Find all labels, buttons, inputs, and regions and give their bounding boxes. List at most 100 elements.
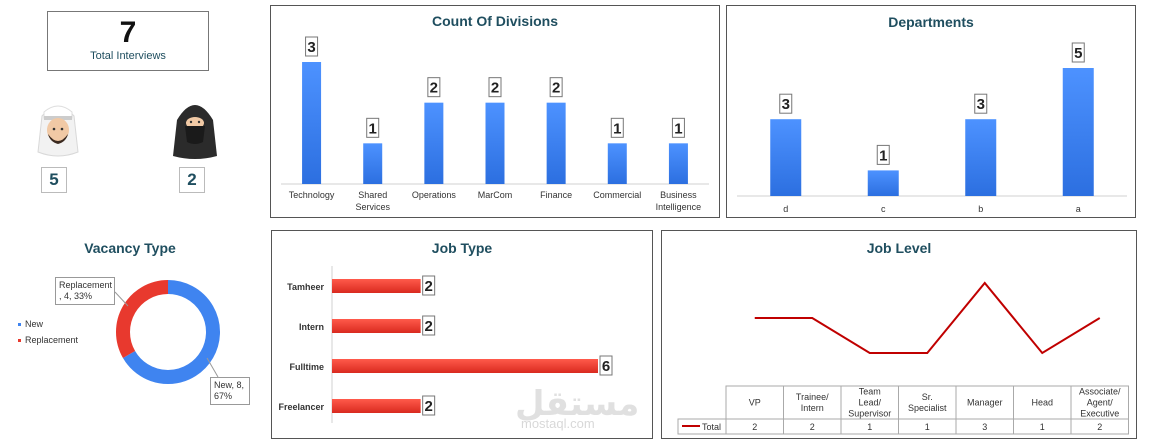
woman-avatar-icon [173,105,217,159]
bar [332,359,598,373]
tick-label-line: Shared [358,190,387,200]
data-label: 3 [977,96,985,113]
column-header: Team [859,387,881,397]
legend-label-replacement: Replacement [25,335,79,345]
table-cell: 1 [867,422,872,432]
watermark-url: mostaql.com [521,416,595,431]
data-label-box [366,117,380,138]
kpi-total-interviews: 7 Total Interviews [47,11,209,71]
column-header: Supervisor [848,409,891,419]
tick-label: b [978,204,983,214]
data-label-box [488,77,502,98]
legend-swatch-replacement [18,339,21,343]
table-cell: 1 [925,422,930,432]
data-label-box [422,315,436,336]
data-label: 1 [879,147,887,164]
data-label-box [305,36,319,57]
slice-new [122,280,220,384]
bar [332,319,421,333]
table-border [725,385,1129,435]
bar [1062,68,1094,196]
divisions-chart: 3 Technology 1 Shared Services 2 Operations 2 Ma… [281,36,709,212]
bar [546,102,566,184]
column-header: Associate/ [1079,387,1121,397]
bar [332,279,421,293]
callout-new: New, 8, 67% [210,377,250,405]
data-label-box [610,117,624,138]
divisions-title: Count Of Divisions [432,13,558,29]
kpi-value: 7 [119,16,137,49]
table-rowheader-border [677,418,727,435]
tick-label: Fulltime [289,362,324,372]
female-count: 2 [179,167,205,193]
row-label-total: Total [702,422,721,432]
legend-label-new: New [25,319,44,329]
departments-panel: Departments 3 d 1 c 3 b 5 a [726,5,1136,218]
legend-swatch-new [18,323,21,327]
table-cell: 2 [1097,422,1102,432]
column-header: Agent/ [1087,398,1114,408]
bar [867,170,899,196]
departments-chart: 3 d 1 c 3 b 5 a [737,42,1127,214]
data-label: 1 [369,120,377,137]
bar [424,102,444,184]
callout-line-replacement [114,291,129,307]
man-avatar-icon [37,105,79,157]
tick-label: d [783,204,788,214]
tick-label-line: Technology [289,190,335,200]
data-label: 1 [613,120,621,137]
kpi-label: Total Interviews [90,50,166,62]
column-header: VP [749,398,761,408]
data-label-box [974,93,988,114]
vacancy-chart [114,280,220,384]
tick-label-line: Intelligence [656,202,702,212]
column-header: Specialist [908,403,947,413]
tick-label: Intern [299,322,324,332]
tick-label-line: MarCom [478,190,513,200]
column-header: Sr. [922,392,933,402]
tick-label: Tamheer [287,282,324,292]
data-label-box [876,144,890,165]
table-cell: 2 [752,422,757,432]
legend-item-new: New [18,316,78,332]
column-header: Lead/ [858,398,881,408]
data-label: 2 [424,318,432,335]
data-label-box [427,77,441,98]
tick-label: a [1076,204,1081,214]
departments-title: Departments [888,14,974,30]
data-label: 1 [674,120,682,137]
data-label: 3 [307,39,315,56]
vacancy-legend: New Replacement [18,316,78,348]
data-label-box [671,117,685,138]
data-label: 2 [430,80,438,97]
jobtype-chart: Tamheer 2 Intern 2 Fulltime 6 Freelancer 2 [278,266,613,423]
data-label: 6 [602,358,610,375]
tick-label-line: Operations [412,190,457,200]
bar [485,102,505,184]
table-cell: 1 [1040,422,1045,432]
data-label: 5 [1074,45,1082,62]
tick-label: Freelancer [278,402,324,412]
bar [770,119,802,196]
bar [363,143,383,184]
data-label: 3 [782,96,790,113]
jobtype-title: Job Type [431,240,493,256]
bar [965,119,997,196]
data-label-box [599,355,613,376]
table-cell: 3 [982,422,987,432]
callout-line-new [206,357,219,378]
bar [302,62,322,184]
tick-label: c [881,204,886,214]
bar [332,399,421,413]
callout-replacement: Replacement, 4, 33% [55,277,115,305]
vacancy-title: Vacancy Type [84,240,176,256]
watermark-logo: مستقل [515,385,640,423]
jobtype-panel: Job Type Tamheer 2 Intern 2 Fulltime 6 Freelan… [271,230,653,439]
tick-label-line: Commercial [593,190,641,200]
joblevel-panel: Job Level Total VP 2 Trainee/Intern 2 Team Lea… [661,230,1137,439]
bar [607,143,627,184]
joblevel-chart: Total VP 2 Trainee/Intern 2 TeamLead/Supervis… [677,281,1129,435]
tick-label-line: Business [660,190,697,200]
divisions-panel: Count Of Divisions 3 Technology 1 Shared Ser… [270,5,720,218]
column-header: Manager [967,398,1003,408]
